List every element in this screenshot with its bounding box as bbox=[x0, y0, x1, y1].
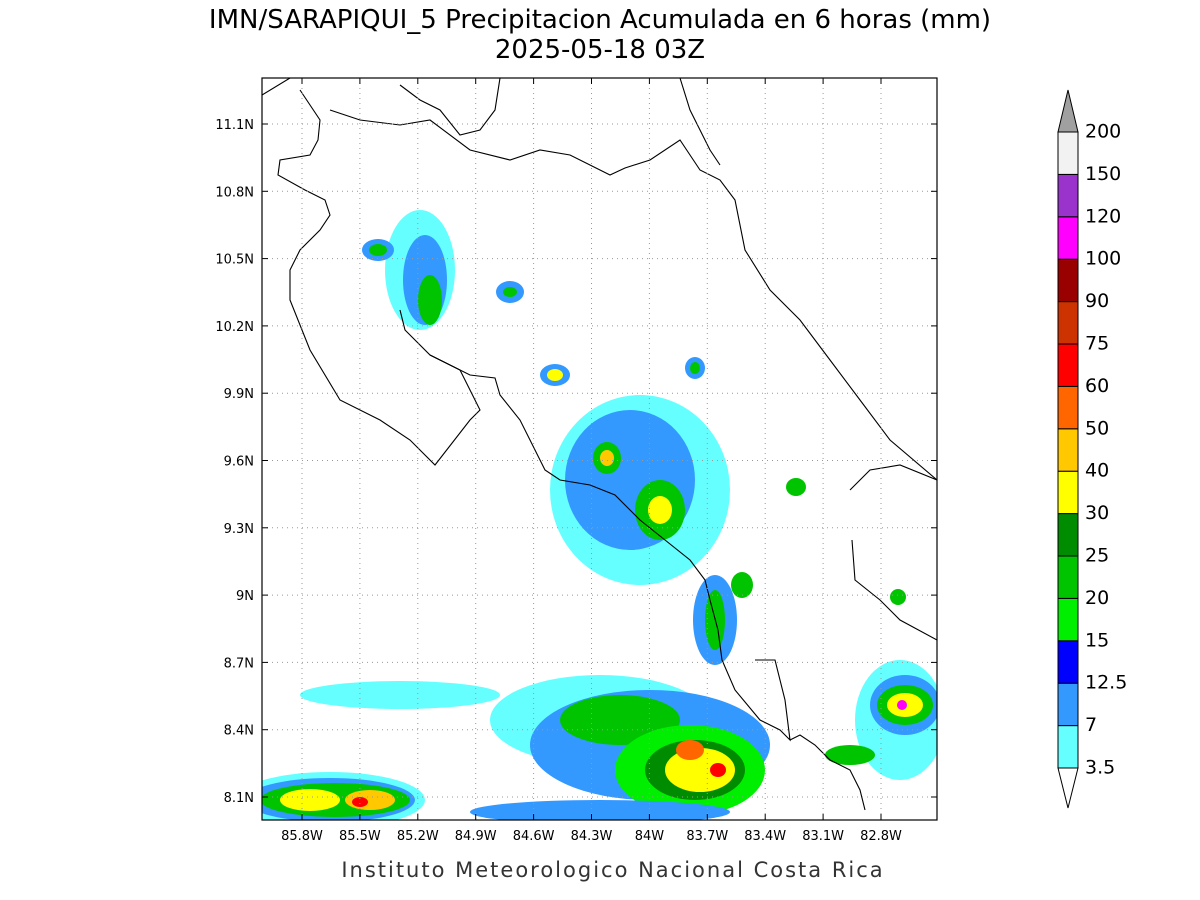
colorbar-box bbox=[1057, 555, 1079, 599]
colorbar-box bbox=[1057, 173, 1079, 218]
colorbar-label: 100 bbox=[1085, 248, 1121, 270]
colorbar-label: 7 bbox=[1085, 714, 1097, 736]
lat-label: 9.9N bbox=[224, 387, 254, 402]
lat-label: 10.8N bbox=[215, 185, 254, 200]
lat-label: 9.6N bbox=[224, 455, 254, 470]
colorbar-box bbox=[1057, 428, 1079, 472]
lon-label: 84.9W bbox=[455, 829, 497, 844]
colorbar-label: 50 bbox=[1085, 417, 1109, 439]
colorbar-label: 75 bbox=[1085, 333, 1109, 355]
lon-label: 82.8W bbox=[860, 829, 902, 844]
colorbar-box bbox=[1057, 343, 1079, 387]
lon-label: 83.1W bbox=[802, 829, 844, 844]
lat-label: 9.3N bbox=[224, 522, 254, 537]
lon-label: 84.3W bbox=[571, 829, 613, 844]
lat-label: 10.5N bbox=[215, 253, 254, 268]
lon-label: 84.6W bbox=[513, 829, 555, 844]
colorbar-label: 150 bbox=[1085, 163, 1121, 185]
colorbar-bottom-arrow bbox=[1057, 767, 1079, 809]
lon-label: 83.7W bbox=[686, 829, 728, 844]
colorbar-label: 60 bbox=[1085, 375, 1109, 397]
footer: Instituto Meteorologico Nacional Costa R… bbox=[341, 858, 884, 882]
plot-frame bbox=[261, 77, 938, 821]
lon-label: 85.8W bbox=[281, 829, 323, 844]
lon-label: 84W bbox=[635, 829, 665, 844]
colorbar-label: 30 bbox=[1085, 502, 1109, 524]
lat-label: 11.1N bbox=[215, 118, 254, 133]
colorbar-box bbox=[1057, 597, 1079, 642]
colorbar-box bbox=[1057, 513, 1079, 557]
colorbar-label: 15 bbox=[1085, 629, 1109, 651]
colorbar-label: 12.5 bbox=[1085, 672, 1127, 694]
precipitation-field bbox=[262, 210, 937, 820]
coastline bbox=[262, 78, 937, 811]
lat-label: 9N bbox=[236, 589, 254, 604]
colorbar-label: 20 bbox=[1085, 587, 1109, 609]
colorbar-label: 40 bbox=[1085, 460, 1109, 482]
lat-label: 10.2N bbox=[215, 320, 254, 335]
colorbar-label: 200 bbox=[1085, 121, 1121, 143]
colorbar-box bbox=[1057, 258, 1079, 303]
colorbar-box bbox=[1057, 682, 1079, 727]
colorbar-label: 120 bbox=[1085, 205, 1121, 227]
colorbar-box bbox=[1057, 385, 1079, 430]
subtitle: 2025-05-18 03Z bbox=[495, 35, 705, 65]
colorbar-label: 90 bbox=[1085, 290, 1109, 312]
colorbar-box bbox=[1057, 470, 1079, 515]
colorbar-label: 3.5 bbox=[1085, 757, 1115, 779]
lon-label: 85.5W bbox=[339, 829, 381, 844]
title: IMN/SARAPIQUI_5 Precipitacion Acumulada … bbox=[209, 5, 991, 35]
colorbar-box bbox=[1057, 640, 1079, 684]
colorbar-box bbox=[1057, 301, 1079, 345]
colorbar-box bbox=[1057, 725, 1079, 769]
colorbar-top-arrow bbox=[1057, 89, 1079, 133]
colorbar-box bbox=[1057, 131, 1079, 175]
lon-label: 85.2W bbox=[397, 829, 439, 844]
lat-label: 8.7N bbox=[224, 656, 254, 671]
colorbar-box bbox=[1057, 216, 1079, 260]
lat-label: 8.1N bbox=[224, 791, 254, 806]
colorbar-label: 25 bbox=[1085, 545, 1109, 567]
lon-label: 83.4W bbox=[744, 829, 786, 844]
lat-label: 8.4N bbox=[224, 724, 254, 739]
